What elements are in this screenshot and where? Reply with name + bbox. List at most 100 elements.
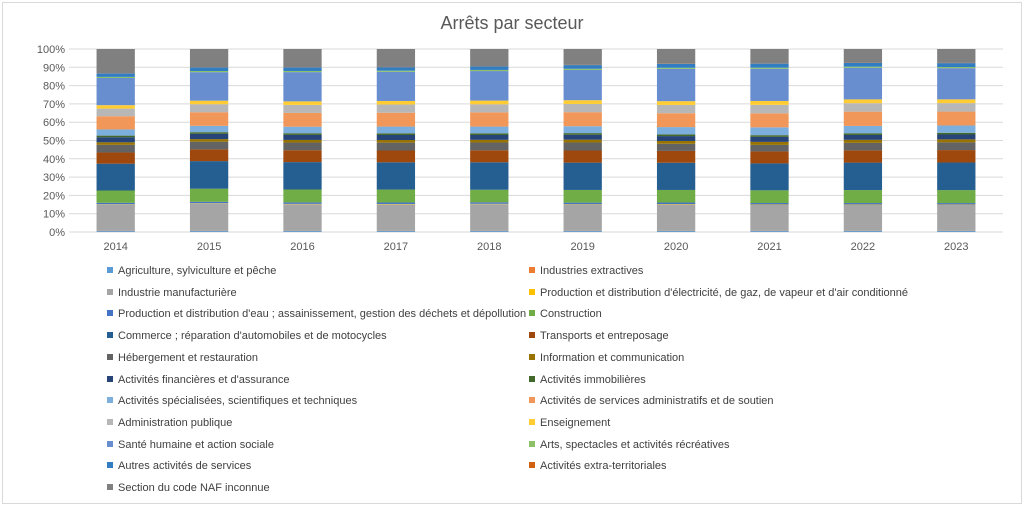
legend-item: Industrie manufacturière [107, 287, 237, 301]
bar-segment [656, 189, 696, 203]
bar-segment [189, 100, 229, 105]
legend-item: Activités financières et d'assurance [107, 374, 289, 388]
bar-segment [563, 162, 602, 190]
bar-segment [937, 190, 976, 204]
bar-segment [563, 103, 602, 113]
bar-segment [96, 163, 135, 191]
bar-segment [937, 139, 976, 143]
bar-segment [750, 136, 789, 142]
bar-segment [96, 76, 135, 78]
bar-segment [563, 134, 602, 140]
legend-label: Industrie manufacturière [118, 286, 237, 299]
bar-segment [189, 112, 229, 126]
bar-segment [937, 125, 976, 133]
bar-segment [376, 231, 416, 232]
bar-segment [96, 129, 135, 136]
bar-segment [96, 137, 135, 143]
bar-segment [96, 142, 135, 145]
bar-segment [563, 126, 602, 134]
bar-segment [937, 150, 976, 163]
bar-segment [470, 71, 509, 101]
bar-segment [563, 142, 602, 151]
bar-segment [843, 150, 883, 163]
legend-item: Autres activités de services [107, 460, 251, 474]
bar-segment [283, 126, 322, 134]
x-tick-label: 2019 [570, 241, 594, 253]
bar-segment [96, 108, 135, 117]
legend-item: Santé humaine et action sociale [107, 439, 274, 453]
legend-label: Activités immobilières [540, 373, 646, 386]
legend-label: Arts, spectacles et activités récréative… [540, 438, 730, 451]
bar-segment [937, 68, 976, 100]
bar-segment [283, 49, 322, 68]
bar-segment [376, 126, 416, 134]
x-tick-label: 2015 [197, 241, 221, 253]
bar-segment [376, 189, 416, 203]
x-tick-label: 2018 [477, 241, 501, 253]
bar-segment [750, 231, 789, 232]
legend-label: Enseignement [540, 416, 611, 429]
bar-segment [843, 142, 883, 151]
bar-segment [656, 162, 696, 190]
legend-item: Transports et entreposage [529, 330, 669, 344]
bar-segment [937, 49, 976, 63]
x-tick-label: 2021 [757, 241, 781, 253]
bar-segment [843, 139, 883, 143]
bar-segment [283, 101, 322, 105]
legend-label: Industries extractives [540, 265, 644, 277]
y-tick-label: 90% [43, 62, 65, 74]
bar-segment [96, 231, 135, 232]
bar-segment [750, 190, 789, 204]
bar-segment [750, 67, 789, 69]
legend-item: Information et communication [529, 352, 684, 366]
bar-segment [283, 202, 322, 204]
legend-item: Administration publique [107, 417, 232, 431]
bar-segment [470, 139, 509, 143]
legend-swatch [529, 397, 535, 404]
bar-segment [750, 100, 789, 105]
bar-segment [937, 142, 976, 151]
bar-segment [563, 189, 602, 203]
bar-segment [656, 202, 696, 205]
bar-segment [96, 73, 135, 77]
bar-segment [563, 49, 602, 65]
bar-segment [563, 133, 602, 135]
bar-segment [189, 132, 229, 134]
bar-segment [750, 203, 789, 205]
bar-segment [189, 139, 229, 142]
legend-swatch [107, 332, 113, 339]
bar-segment [843, 99, 883, 104]
legend-label: Information et communication [540, 351, 685, 364]
bar-segment [376, 49, 416, 67]
bar-segment [96, 204, 135, 231]
bar-segment [843, 133, 883, 135]
bar-segment [376, 202, 416, 204]
bar-segment [656, 143, 696, 151]
bar-segment [843, 66, 883, 68]
bar-segment [656, 63, 696, 68]
bar-segment [376, 142, 416, 151]
bar-segment [563, 68, 602, 70]
bar-segment [843, 190, 883, 204]
legend-swatch [107, 440, 113, 447]
bar-segment [843, 231, 883, 232]
bar-segment [470, 189, 509, 203]
bar-segment [376, 204, 416, 231]
x-tick-label: 2017 [384, 241, 408, 253]
legend-swatch [529, 462, 535, 469]
bar-segment [843, 204, 883, 231]
bar-segment [470, 49, 509, 67]
bar-segment [937, 111, 976, 126]
bar-segment [189, 104, 229, 113]
bar-segment [656, 150, 696, 163]
bar-segment [470, 133, 509, 135]
legend-label: Autres activités de services [118, 460, 252, 473]
legend-label: Commerce ; réparation d'automobiles et d… [118, 330, 387, 343]
legend-swatch [529, 332, 535, 339]
bar-segment [189, 49, 229, 68]
legend-swatch [529, 310, 535, 317]
bar-segment [563, 150, 602, 163]
legend-item: Production et distribution d'eau ; assai… [107, 308, 526, 322]
bar-segment [656, 101, 696, 105]
